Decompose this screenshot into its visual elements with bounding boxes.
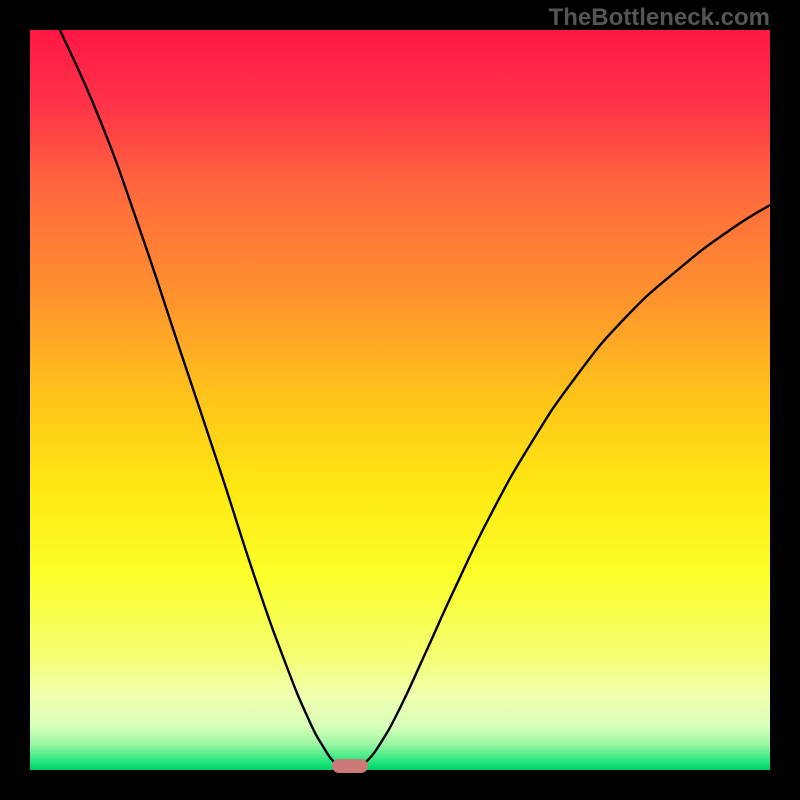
watermark-text: TheBottleneck.com <box>549 4 770 32</box>
optimal-marker <box>332 759 368 773</box>
bottleneck-curve <box>30 30 770 770</box>
outer-frame: TheBottleneck.com <box>0 0 800 800</box>
curve-right-branch <box>358 205 770 768</box>
curve-left-branch <box>60 30 342 768</box>
plot-area <box>30 30 770 770</box>
